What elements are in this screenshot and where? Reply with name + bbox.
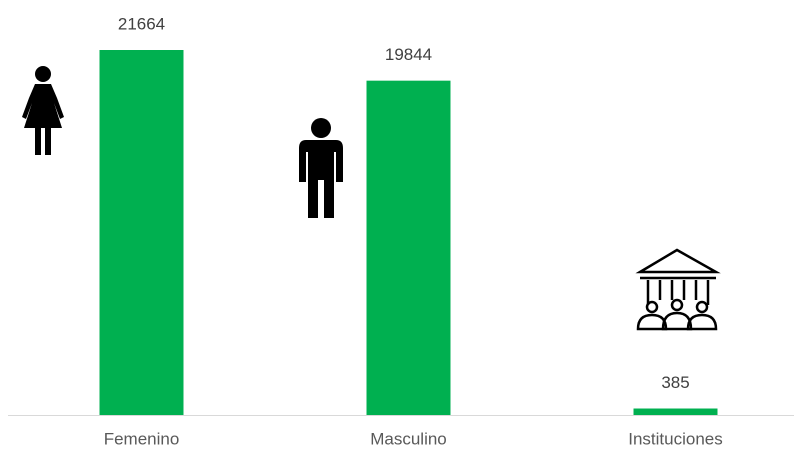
man-icon <box>299 118 343 218</box>
data-label: 21664 <box>118 14 165 33</box>
x-tick-label: Instituciones <box>628 429 723 448</box>
bar <box>633 408 718 415</box>
bar <box>99 50 184 415</box>
data-label: 19844 <box>385 45 432 64</box>
x-tick-label: Masculino <box>370 429 447 448</box>
data-label: 385 <box>661 373 689 392</box>
woman-icon <box>22 66 64 155</box>
institution-icon <box>635 248 721 331</box>
bar <box>366 80 451 416</box>
x-tick-label: Femenino <box>104 429 180 448</box>
